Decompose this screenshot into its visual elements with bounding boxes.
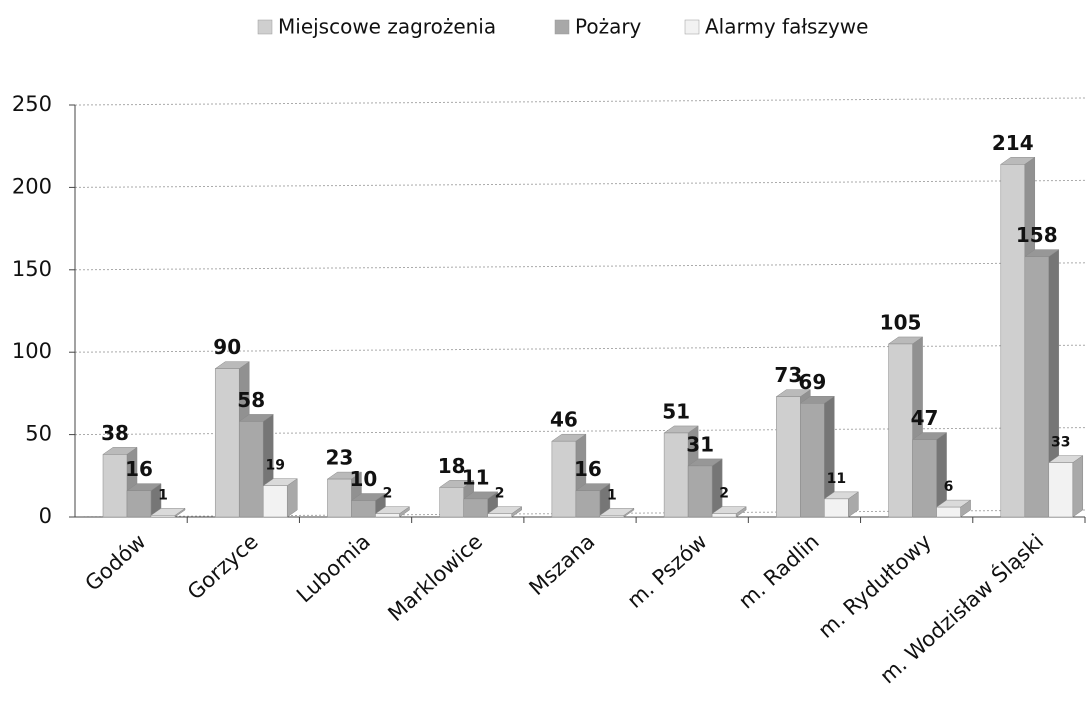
y-tick-label: 150 — [12, 257, 52, 281]
legend-swatch — [554, 19, 570, 35]
value-label: 1 — [607, 487, 617, 503]
value-label: 6 — [944, 479, 954, 495]
y-tick-label: 100 — [12, 339, 52, 363]
bar — [1000, 164, 1026, 518]
bar — [663, 432, 689, 518]
bar — [936, 506, 961, 518]
y-tick-label: 50 — [25, 422, 52, 446]
legend-label: Pożary — [575, 15, 642, 39]
value-label: 105 — [880, 310, 922, 334]
bar — [375, 513, 400, 518]
value-label: 38 — [101, 421, 129, 445]
bar — [351, 500, 376, 518]
value-label: 90 — [213, 335, 241, 359]
legend-swatch — [257, 19, 273, 35]
bar — [575, 490, 601, 518]
value-label: 214 — [992, 131, 1034, 155]
y-tick-label: 0 — [39, 504, 52, 528]
bar — [439, 487, 464, 518]
legend-label: Alarmy fałszywe — [705, 15, 868, 39]
bar-side — [1072, 455, 1084, 518]
value-label: 18 — [438, 454, 466, 478]
value-label: 47 — [911, 406, 939, 430]
y-tick-label: 200 — [12, 174, 52, 198]
bar — [687, 465, 713, 518]
value-label: 1 — [158, 487, 168, 503]
y-tick-label: 250 — [12, 92, 52, 116]
bar — [487, 513, 512, 518]
bar — [102, 454, 128, 518]
bar — [1048, 462, 1074, 518]
bar — [551, 440, 577, 518]
value-label: 51 — [662, 399, 690, 423]
bar — [776, 396, 801, 518]
value-label: 11 — [827, 471, 846, 487]
value-label: 73 — [774, 363, 802, 387]
bar — [238, 421, 264, 518]
bar — [800, 403, 825, 518]
grid-line — [74, 97, 1086, 106]
legend-label: Miejscowe zagrożenia — [278, 15, 496, 39]
value-label: 10 — [350, 467, 378, 491]
grid-line — [74, 179, 1086, 188]
bar — [599, 515, 625, 518]
value-label: 33 — [1051, 435, 1070, 451]
bar — [327, 478, 352, 518]
bar — [824, 498, 849, 518]
bar — [126, 490, 152, 518]
value-label: 11 — [462, 465, 490, 489]
bar — [711, 513, 737, 518]
bar — [1024, 256, 1050, 518]
bar — [912, 439, 937, 518]
value-label: 69 — [798, 370, 826, 394]
value-label: 2 — [495, 486, 505, 502]
value-label: 16 — [574, 457, 602, 481]
bar — [214, 368, 240, 518]
legend-swatch — [684, 19, 700, 35]
value-label: 19 — [265, 458, 284, 474]
grid-line — [74, 262, 1086, 271]
value-label: 46 — [550, 408, 578, 432]
bar — [262, 485, 288, 518]
value-label: 158 — [1016, 223, 1058, 247]
value-label: 2 — [719, 486, 729, 502]
value-label: 31 — [686, 432, 714, 456]
value-label: 23 — [326, 446, 354, 470]
value-label: 58 — [237, 388, 265, 412]
bar — [463, 498, 488, 518]
bar — [888, 343, 913, 518]
value-label: 2 — [383, 486, 393, 502]
value-label: 16 — [125, 457, 153, 481]
bar — [150, 515, 176, 518]
